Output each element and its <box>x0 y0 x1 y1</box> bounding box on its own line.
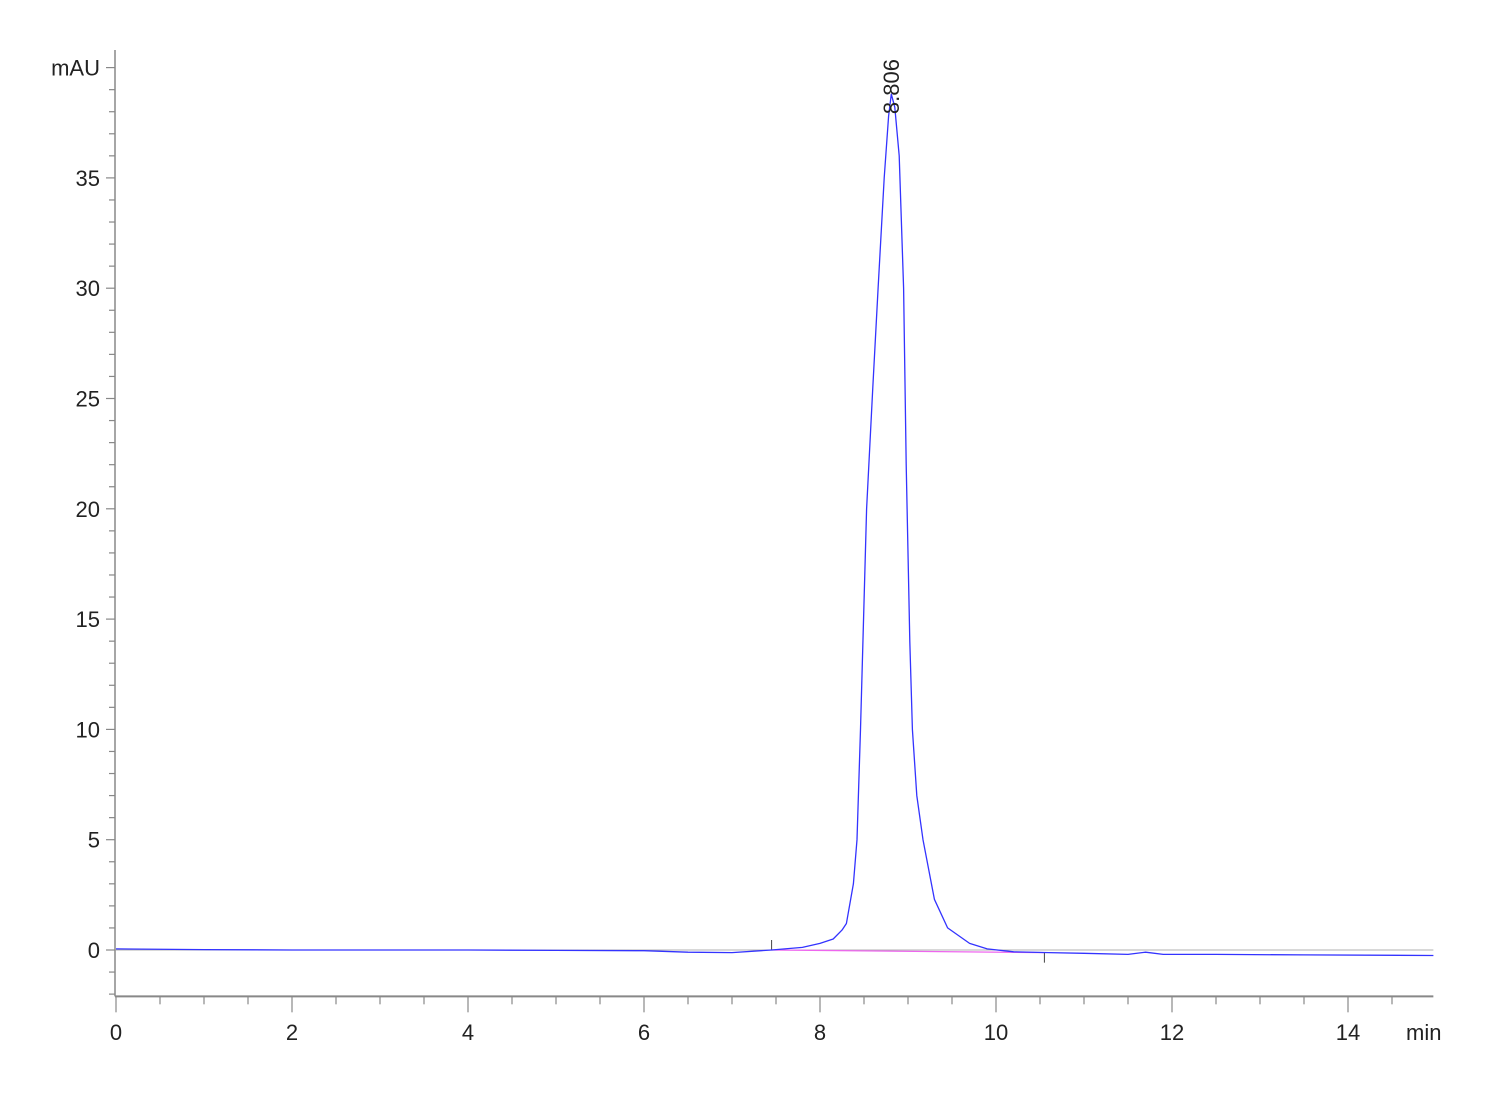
y-tick-label: 15 <box>76 607 100 632</box>
y-tick-label: 30 <box>76 276 100 301</box>
x-tick-label: 4 <box>462 1020 474 1045</box>
y-tick-label: 5 <box>88 828 100 853</box>
y-tick-label: 0 <box>88 938 100 963</box>
y-tick-label: 25 <box>76 387 100 412</box>
axes <box>114 49 1434 998</box>
y-tick-label: 35 <box>76 166 100 191</box>
x-tick-label: 8 <box>814 1020 826 1045</box>
baseline-line <box>771 949 1045 954</box>
x-tick-label: 0 <box>110 1020 122 1045</box>
x-tick-label: 6 <box>638 1020 650 1045</box>
y-axis-unit: mAU <box>51 56 100 81</box>
x-tick-label: 12 <box>1160 1020 1184 1045</box>
ticks: 0 5 10 15 20 25 30 35 0 2 4 6 8 10 12 14 <box>76 66 1393 1045</box>
x-tick-label: 14 <box>1336 1020 1360 1045</box>
signal-trace <box>115 93 1434 957</box>
x-tick-label: 2 <box>286 1020 298 1045</box>
x-tick-label: 10 <box>984 1020 1008 1045</box>
series <box>115 93 1434 957</box>
y-tick-label: 20 <box>76 497 100 522</box>
x-axis-unit: min <box>1406 1020 1441 1045</box>
y-tick-label: 10 <box>76 717 100 742</box>
integration-baseline <box>771 940 1045 963</box>
peak-label: 8.806 <box>879 59 904 114</box>
